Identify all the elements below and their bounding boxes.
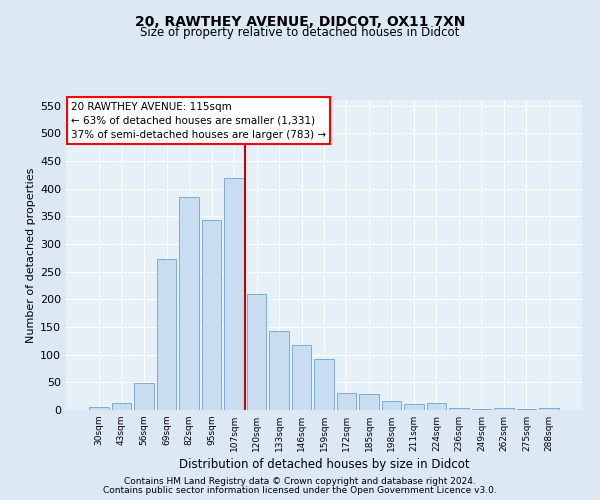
- Bar: [539, 408, 559, 410]
- Bar: [359, 394, 379, 410]
- Bar: [314, 359, 334, 410]
- Bar: [494, 408, 514, 410]
- Bar: [247, 294, 266, 410]
- Text: 20 RAWTHEY AVENUE: 115sqm
← 63% of detached houses are smaller (1,331)
37% of se: 20 RAWTHEY AVENUE: 115sqm ← 63% of detac…: [71, 102, 326, 140]
- Y-axis label: Number of detached properties: Number of detached properties: [26, 168, 36, 342]
- Bar: [427, 404, 446, 410]
- Text: Contains HM Land Registry data © Crown copyright and database right 2024.: Contains HM Land Registry data © Crown c…: [124, 477, 476, 486]
- Bar: [179, 198, 199, 410]
- Text: Size of property relative to detached houses in Didcot: Size of property relative to detached ho…: [140, 26, 460, 39]
- Bar: [382, 400, 401, 410]
- Bar: [157, 260, 176, 410]
- Bar: [404, 404, 424, 410]
- Bar: [449, 408, 469, 410]
- Text: Contains public sector information licensed under the Open Government Licence v3: Contains public sector information licen…: [103, 486, 497, 495]
- Text: 20, RAWTHEY AVENUE, DIDCOT, OX11 7XN: 20, RAWTHEY AVENUE, DIDCOT, OX11 7XN: [135, 15, 465, 29]
- Bar: [224, 178, 244, 410]
- Bar: [337, 393, 356, 410]
- Bar: [269, 331, 289, 410]
- X-axis label: Distribution of detached houses by size in Didcot: Distribution of detached houses by size …: [179, 458, 469, 471]
- Bar: [89, 407, 109, 410]
- Bar: [112, 404, 131, 410]
- Bar: [134, 383, 154, 410]
- Bar: [292, 345, 311, 410]
- Bar: [202, 220, 221, 410]
- Bar: [472, 409, 491, 410]
